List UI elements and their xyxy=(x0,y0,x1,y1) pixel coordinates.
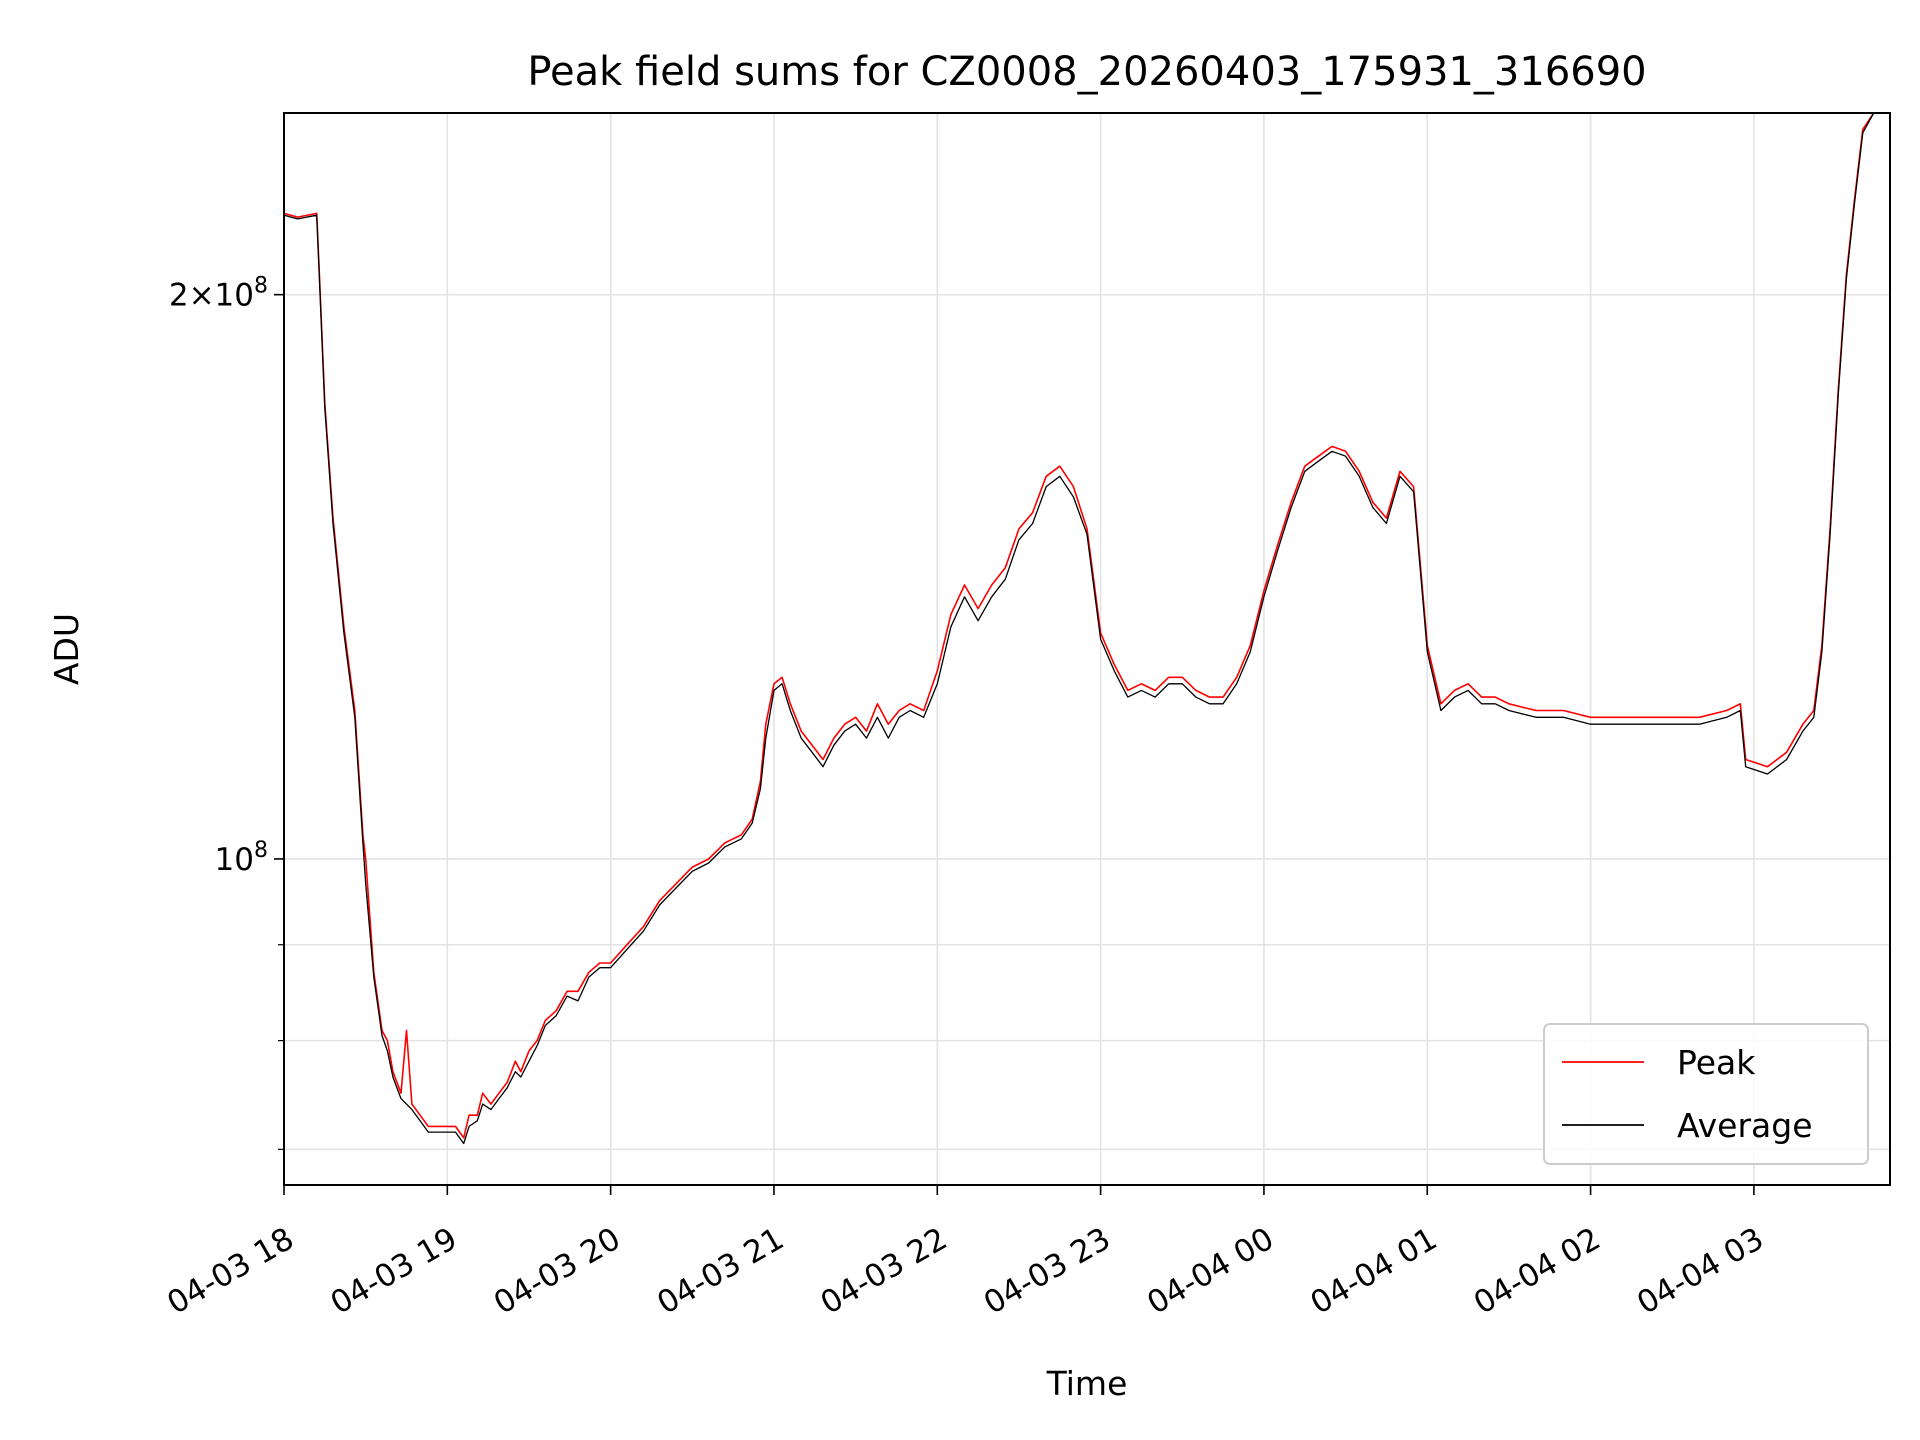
y-tick-label: 2×108 xyxy=(169,274,268,314)
chart-title: Peak field sums for CZ0008_20260403_1759… xyxy=(527,49,1646,95)
legend-box xyxy=(1543,1023,1869,1165)
x-axis-label: Time xyxy=(1046,1364,1128,1403)
legend: Peak Average xyxy=(1543,1023,1869,1165)
plot-frame xyxy=(283,112,1891,1186)
series-line-peak xyxy=(284,113,1890,1139)
legend-label-average: Average xyxy=(1677,1106,1813,1145)
legend-label-peak: Peak xyxy=(1677,1043,1756,1082)
grid xyxy=(283,113,1890,1185)
series-lines xyxy=(284,113,1890,1145)
series-line-average xyxy=(284,113,1890,1145)
y-axis-label: ADU xyxy=(47,613,86,685)
